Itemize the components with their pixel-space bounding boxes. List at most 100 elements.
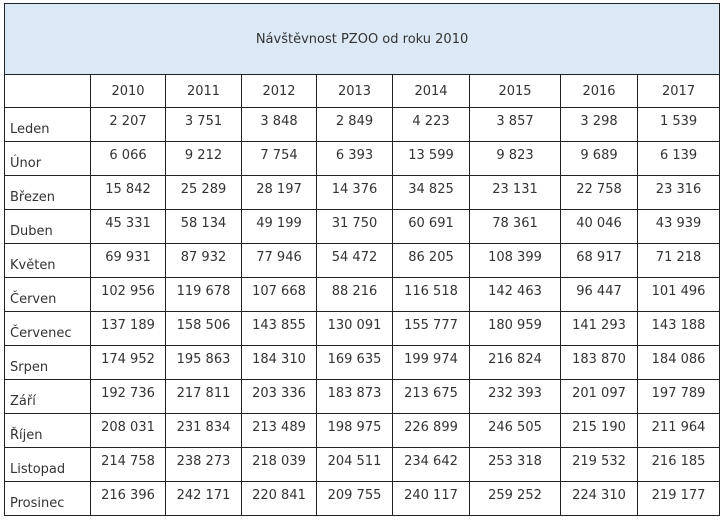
value-cell: 9 212: [165, 141, 242, 176]
value-cell: 87 932: [165, 243, 242, 278]
value-cell: 215 190: [560, 413, 638, 448]
value-cell: 6 066: [90, 141, 166, 176]
table-row: Únor 6 066 9 212 7 754 6 393 13 599 9 823 9 689…: [4, 141, 721, 176]
table-row: Duben 45 331 58 134 49 199 31 750 60 691 78 36…: [4, 209, 721, 244]
value-cell: 183 873: [316, 379, 393, 414]
value-cell: 15 842: [90, 175, 166, 210]
corner-cell: [4, 74, 91, 108]
value-cell: 224 310: [560, 481, 638, 516]
value-cell: 219 177: [636, 481, 721, 516]
value-cell: 184 086: [636, 345, 721, 380]
value-cell: 231 834: [165, 413, 242, 448]
value-cell: 68 917: [560, 243, 638, 278]
month-label: Září: [4, 379, 91, 414]
value-cell: 238 273: [165, 447, 242, 482]
value-cell: 169 635: [316, 345, 393, 380]
month-label: Červen: [4, 277, 91, 312]
month-label: Únor: [4, 141, 91, 176]
value-cell: 22 758: [560, 175, 638, 210]
value-cell: 25 289: [165, 175, 242, 210]
value-cell: 197 789: [636, 379, 721, 414]
value-cell: 203 336: [241, 379, 317, 414]
value-cell: 204 511: [316, 447, 393, 482]
value-cell: 71 218: [636, 243, 721, 278]
table-row: Říjen 208 031 231 834 213 489 198 975 226 899…: [4, 413, 721, 448]
value-cell: 130 091: [316, 311, 393, 346]
table-row: Prosinec 216 396 242 171 220 841 209 755 240 …: [4, 481, 721, 516]
table-row: Květen 69 931 87 932 77 946 54 472 86 205 108 …: [4, 243, 721, 278]
value-cell: 220 841: [241, 481, 317, 516]
value-cell: 101 496: [636, 277, 721, 312]
value-cell: 218 039: [241, 447, 317, 482]
value-cell: 6 393: [316, 141, 393, 176]
value-cell: 96 447: [560, 277, 638, 312]
table-row: Červenec 137 189 158 506 143 855 130 091 155 …: [4, 311, 721, 346]
value-cell: 86 205: [392, 243, 470, 278]
value-cell: 240 117: [392, 481, 470, 516]
value-cell: 108 399: [469, 243, 561, 278]
value-cell: 23 131: [469, 175, 561, 210]
value-cell: 259 252: [469, 481, 561, 516]
month-label: Květen: [4, 243, 91, 278]
value-cell: 214 758: [90, 447, 166, 482]
value-cell: 234 642: [392, 447, 470, 482]
value-cell: 155 777: [392, 311, 470, 346]
value-cell: 119 678: [165, 277, 242, 312]
value-cell: 216 185: [636, 447, 721, 482]
value-cell: 1 539: [636, 107, 721, 142]
table-row: Listopad 214 758 238 273 218 039 204 511 234 …: [4, 447, 721, 482]
value-cell: 213 489: [241, 413, 317, 448]
value-cell: 3 751: [165, 107, 242, 142]
value-cell: 226 899: [392, 413, 470, 448]
value-cell: 143 855: [241, 311, 317, 346]
value-cell: 143 188: [636, 311, 721, 346]
value-cell: 2 207: [90, 107, 166, 142]
value-cell: 158 506: [165, 311, 242, 346]
value-cell: 183 870: [560, 345, 638, 380]
month-label: Srpen: [4, 345, 91, 380]
value-cell: 3 857: [469, 107, 561, 142]
value-cell: 3 298: [560, 107, 638, 142]
value-cell: 195 863: [165, 345, 242, 380]
value-cell: 7 754: [241, 141, 317, 176]
value-cell: 14 376: [316, 175, 393, 210]
visitor-table: Návštěvnost PZOO od roku 2010 2010 2011 20…: [3, 3, 721, 516]
value-cell: 60 691: [392, 209, 470, 244]
value-cell: 219 532: [560, 447, 638, 482]
value-cell: 31 750: [316, 209, 393, 244]
year-header: 2012: [241, 74, 317, 108]
table-row: Září 192 736 217 811 203 336 183 873 213 675 2…: [4, 379, 721, 414]
value-cell: 246 505: [469, 413, 561, 448]
value-cell: 34 825: [392, 175, 470, 210]
value-cell: 141 293: [560, 311, 638, 346]
value-cell: 213 675: [392, 379, 470, 414]
month-label: Prosinec: [4, 481, 91, 516]
value-cell: 45 331: [90, 209, 166, 244]
value-cell: 77 946: [241, 243, 317, 278]
value-cell: 58 134: [165, 209, 242, 244]
value-cell: 69 931: [90, 243, 166, 278]
month-label: Březen: [4, 175, 91, 210]
value-cell: 102 956: [90, 277, 166, 312]
value-cell: 78 361: [469, 209, 561, 244]
value-cell: 209 755: [316, 481, 393, 516]
value-cell: 253 318: [469, 447, 561, 482]
year-header-row: 2010 2011 2012 2013 2014 2015 2016 2017: [4, 74, 721, 108]
value-cell: 13 599: [392, 141, 470, 176]
value-cell: 174 952: [90, 345, 166, 380]
value-cell: 217 811: [165, 379, 242, 414]
value-cell: 4 223: [392, 107, 470, 142]
value-cell: 137 189: [90, 311, 166, 346]
month-label: Říjen: [4, 413, 91, 448]
value-cell: 201 097: [560, 379, 638, 414]
year-header: 2011: [165, 74, 242, 108]
value-cell: 216 824: [469, 345, 561, 380]
value-cell: 23 316: [636, 175, 721, 210]
table-row: Březen 15 842 25 289 28 197 14 376 34 825 23 1…: [4, 175, 721, 210]
value-cell: 43 939: [636, 209, 721, 244]
value-cell: 9 823: [469, 141, 561, 176]
value-cell: 232 393: [469, 379, 561, 414]
value-cell: 242 171: [165, 481, 242, 516]
table-container: Návštěvnost PZOO od roku 2010 2010 2011 20…: [3, 3, 721, 516]
value-cell: 49 199: [241, 209, 317, 244]
